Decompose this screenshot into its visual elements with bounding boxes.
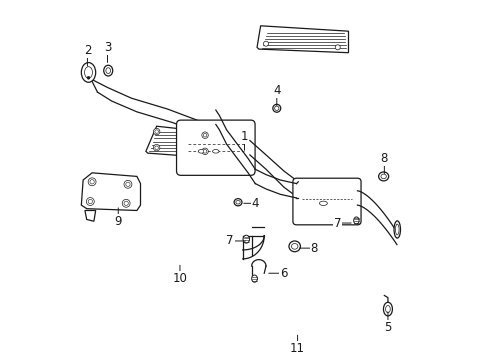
Text: 7: 7	[226, 234, 233, 247]
Polygon shape	[81, 173, 140, 211]
Text: 7: 7	[333, 216, 341, 230]
Ellipse shape	[274, 106, 278, 111]
Text: 5: 5	[384, 320, 391, 333]
Circle shape	[86, 198, 94, 206]
Ellipse shape	[383, 302, 392, 316]
Text: 8: 8	[310, 242, 318, 255]
Ellipse shape	[380, 174, 386, 179]
Text: 6: 6	[280, 267, 287, 280]
Ellipse shape	[198, 149, 204, 153]
Circle shape	[263, 41, 268, 46]
Circle shape	[90, 180, 94, 184]
FancyBboxPatch shape	[176, 120, 255, 175]
Ellipse shape	[251, 275, 257, 282]
Circle shape	[203, 134, 206, 137]
Ellipse shape	[234, 199, 242, 206]
Ellipse shape	[385, 306, 389, 313]
Ellipse shape	[291, 243, 297, 249]
Ellipse shape	[212, 149, 219, 153]
Text: 1: 1	[240, 130, 248, 144]
Text: 11: 11	[289, 342, 305, 355]
Circle shape	[124, 201, 128, 206]
FancyBboxPatch shape	[292, 178, 360, 225]
Circle shape	[203, 149, 206, 153]
Circle shape	[153, 144, 160, 151]
Circle shape	[88, 199, 92, 204]
Circle shape	[202, 148, 208, 154]
Polygon shape	[257, 26, 348, 53]
Ellipse shape	[103, 65, 112, 76]
Ellipse shape	[353, 217, 358, 224]
Polygon shape	[145, 126, 221, 158]
Ellipse shape	[272, 104, 280, 112]
Ellipse shape	[235, 201, 240, 204]
Text: 4: 4	[251, 197, 259, 210]
Circle shape	[87, 76, 90, 79]
Circle shape	[202, 132, 208, 138]
Ellipse shape	[395, 224, 398, 235]
Circle shape	[155, 130, 158, 134]
Circle shape	[153, 129, 160, 135]
Text: 10: 10	[172, 272, 187, 285]
Ellipse shape	[81, 63, 96, 82]
Text: 4: 4	[272, 84, 280, 97]
Circle shape	[125, 182, 130, 186]
Ellipse shape	[106, 68, 110, 73]
Circle shape	[124, 180, 132, 188]
Text: 8: 8	[380, 152, 387, 165]
Ellipse shape	[393, 221, 400, 238]
Text: 9: 9	[114, 215, 122, 228]
Ellipse shape	[319, 201, 326, 206]
Polygon shape	[85, 211, 96, 221]
Ellipse shape	[243, 235, 249, 243]
Ellipse shape	[378, 172, 388, 181]
Circle shape	[335, 45, 340, 50]
Ellipse shape	[84, 67, 92, 78]
Text: 3: 3	[103, 41, 111, 54]
Circle shape	[88, 178, 96, 186]
Ellipse shape	[288, 241, 300, 252]
Circle shape	[155, 146, 158, 149]
Text: 2: 2	[83, 44, 91, 57]
Circle shape	[122, 199, 130, 207]
